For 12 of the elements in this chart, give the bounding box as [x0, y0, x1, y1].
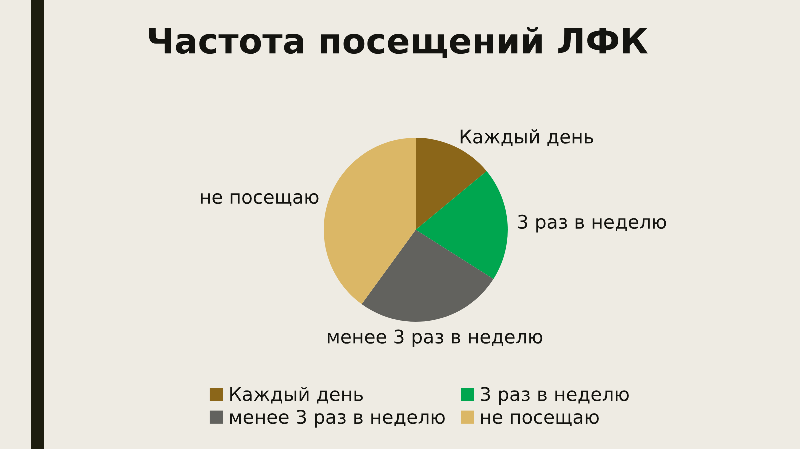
slice-label: не посещаю: [201, 193, 319, 206]
pie-slice: [362, 230, 494, 322]
legend-label: Каждый день: [230, 386, 364, 404]
slice-label: 3 раз в неделю: [518, 214, 666, 233]
slice-label: менее 3 раз в неделю: [328, 330, 543, 348]
pie-slice: [416, 171, 508, 280]
pie-slice: [324, 138, 416, 304]
legend-label: менее 3 раз в неделю: [230, 410, 445, 428]
legend-label: 3 раз в неделю: [481, 387, 629, 406]
legend-label: не посещаю: [481, 413, 599, 427]
chart-title: Частота посещений ЛФК: [149, 27, 648, 58]
slice-label: Каждый день: [460, 129, 594, 146]
